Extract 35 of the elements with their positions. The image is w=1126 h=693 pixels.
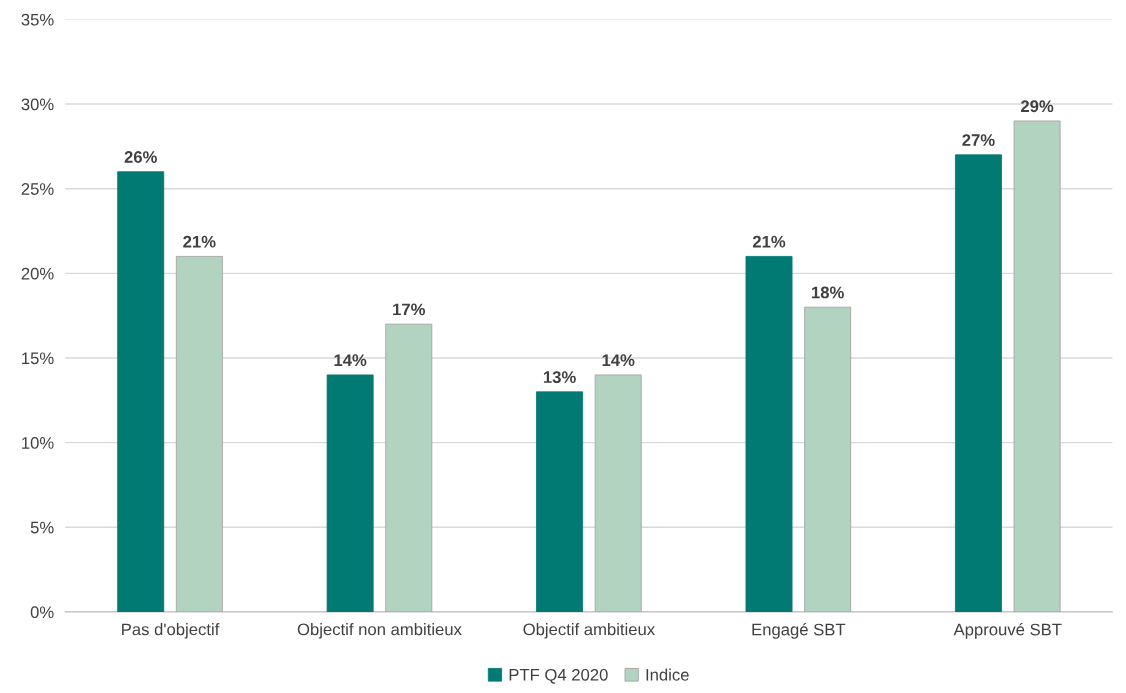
data-label: 14% (602, 354, 635, 367)
y-tick-label: 30% (21, 98, 54, 111)
x-tick-label: Approuvé SBT (953, 623, 1062, 639)
x-tick-label: Objectif non ambitieux (297, 623, 462, 639)
y-tick-label: 25% (21, 183, 54, 195)
y-tick-label: 35% (21, 13, 54, 26)
bar (1013, 120, 1061, 612)
bar (745, 255, 793, 612)
data-label: 27% (962, 134, 995, 146)
data-label: 21% (183, 235, 216, 248)
y-tick-label: 5% (30, 521, 54, 534)
bar (594, 374, 642, 612)
bar (175, 255, 223, 612)
y-tick-label: 20% (21, 267, 54, 280)
bar (326, 374, 374, 612)
bar (954, 154, 1002, 612)
data-label: 18% (812, 286, 844, 299)
data-label: 17% (393, 303, 426, 316)
legend-label: PTF Q4 2020 (509, 668, 608, 684)
bar (804, 306, 852, 612)
bar (385, 323, 433, 612)
x-tick-label: Objectif ambitieux (523, 623, 655, 639)
data-label: 26% (124, 151, 157, 163)
bar (117, 171, 165, 612)
legend-label: Indice (646, 668, 689, 681)
data-label: 21% (752, 235, 786, 248)
data-label: 13% (543, 371, 576, 384)
data-label: 29% (1020, 100, 1054, 113)
x-tick-label: Pas d'objectif (122, 623, 220, 639)
y-tick-label: 10% (22, 437, 54, 449)
y-tick-label: 15% (22, 352, 54, 365)
x-tick-label: Engagé SBT (752, 623, 846, 639)
data-label: 14% (334, 354, 367, 367)
y-tick-label: 0% (30, 606, 54, 619)
bar (536, 391, 584, 612)
